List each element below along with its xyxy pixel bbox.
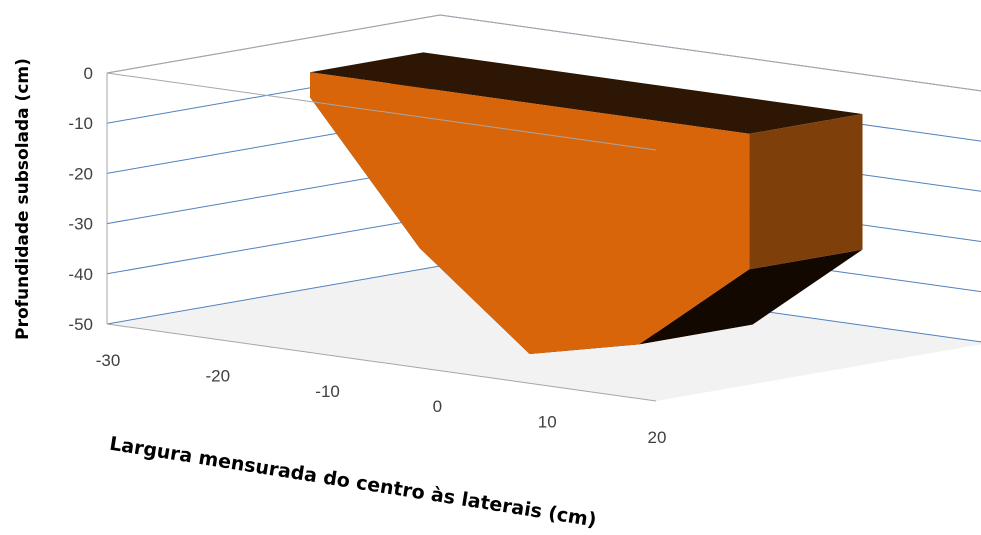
- x-tick-label: -10: [315, 382, 340, 401]
- y-tick-label: -40: [68, 265, 93, 284]
- x-tick-label: 10: [538, 413, 557, 432]
- axis-line-x: [106, 323, 657, 402]
- y-tick-label: -20: [68, 164, 93, 183]
- x-tick-label: 20: [648, 428, 667, 447]
- series-front-face: [310, 72, 750, 354]
- x-tick-label: 0: [433, 397, 442, 416]
- x-axis-title: Largura mensurada do centro às laterais …: [108, 433, 598, 532]
- y-tick-label: -10: [68, 114, 93, 133]
- y-tick-label: 0: [84, 64, 93, 83]
- frame-top-back: [106, 14, 981, 92]
- x-tick-label: -20: [206, 366, 231, 385]
- y-axis-title: Profundidade subsolada (cm): [13, 58, 33, 340]
- y-tick-label: -30: [68, 215, 93, 234]
- frame-top-front: [106, 72, 657, 151]
- x-tick-label: -30: [96, 351, 121, 370]
- series-top-face: [310, 52, 863, 134]
- series-bottom-face: [639, 249, 863, 345]
- y-tick-label: -50: [68, 315, 93, 334]
- series-right-face: [749, 114, 863, 270]
